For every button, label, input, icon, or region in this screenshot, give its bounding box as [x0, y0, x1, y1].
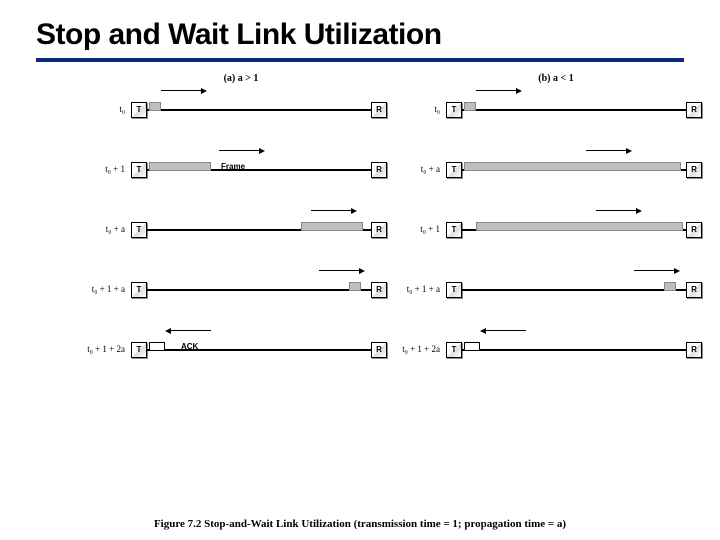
- frame-block: [149, 102, 161, 111]
- node-t: T: [446, 282, 462, 298]
- frame-block: [149, 162, 211, 171]
- arrow-left-icon: [171, 330, 211, 331]
- arrow-right-icon: [596, 210, 636, 211]
- time-label: t₀ + 1: [402, 224, 440, 234]
- node-r: R: [371, 342, 387, 358]
- arrow-right-icon: [161, 90, 201, 91]
- node-t: T: [131, 102, 147, 118]
- node-t: T: [131, 342, 147, 358]
- node-t: T: [131, 162, 147, 178]
- time-label: t₀ + 1 + 2a: [402, 344, 440, 354]
- time-label: t₀ + 1: [87, 164, 125, 174]
- timeline-row: t₀ + 1 + aTR: [91, 262, 391, 322]
- arrow-right-icon: [476, 90, 516, 91]
- frame-block: [464, 162, 681, 171]
- frame-label: ACK: [181, 342, 198, 351]
- timeline-row: t₀ + 1 + 2aTR: [406, 322, 706, 382]
- node-r: R: [686, 282, 702, 298]
- time-label: t₀ + 1 + a: [402, 284, 440, 294]
- timeline-row: t₀ + 1 + aTR: [406, 262, 706, 322]
- timeline-row: t₀TR: [406, 82, 706, 142]
- diagram-area: (a) a > 1 t₀TRt₀ + 1TRFramet₀ + aTRt₀ + …: [36, 82, 684, 502]
- link-line: [462, 349, 686, 351]
- timeline-row: t₀ + aTR: [406, 142, 706, 202]
- arrow-left-icon: [486, 330, 526, 331]
- node-t: T: [446, 162, 462, 178]
- time-label: t₀ + a: [402, 164, 440, 174]
- timeline-row: t₀ + 1TR: [406, 202, 706, 262]
- node-t: T: [446, 342, 462, 358]
- node-t: T: [446, 222, 462, 238]
- arrow-right-icon: [634, 270, 674, 271]
- frame-block: [301, 222, 363, 231]
- node-r: R: [686, 222, 702, 238]
- node-r: R: [371, 282, 387, 298]
- timeline-row: t₀TR: [91, 82, 391, 142]
- time-label: t₀: [87, 104, 125, 114]
- frame-block: [149, 342, 165, 351]
- node-t: T: [131, 282, 147, 298]
- time-label: t₀ + 1 + 2a: [87, 344, 125, 354]
- node-r: R: [371, 102, 387, 118]
- timeline-row: t₀ + aTR: [91, 202, 391, 262]
- link-line: [462, 289, 686, 291]
- frame-block: [664, 282, 676, 291]
- node-r: R: [686, 342, 702, 358]
- timeline-row: t₀ + 1TRFrame: [91, 142, 391, 202]
- figure-caption: Figure 7.2 Stop-and-Wait Link Utilizatio…: [0, 518, 720, 530]
- node-t: T: [446, 102, 462, 118]
- title-rule: [36, 58, 684, 62]
- node-r: R: [686, 162, 702, 178]
- frame-label: Frame: [221, 162, 245, 171]
- arrow-right-icon: [319, 270, 359, 271]
- frame-block: [464, 342, 480, 351]
- link-line: [147, 109, 371, 111]
- timeline-row: t₀ + 1 + 2aTRACK: [91, 322, 391, 382]
- time-label: t₀: [402, 104, 440, 114]
- arrow-right-icon: [311, 210, 351, 211]
- frame-block: [349, 282, 361, 291]
- link-line: [462, 109, 686, 111]
- node-r: R: [371, 162, 387, 178]
- frame-block: [476, 222, 683, 231]
- frame-block: [464, 102, 476, 111]
- node-t: T: [131, 222, 147, 238]
- time-label: t₀ + a: [87, 224, 125, 234]
- time-label: t₀ + 1 + a: [87, 284, 125, 294]
- arrow-right-icon: [586, 150, 626, 151]
- arrow-right-icon: [219, 150, 259, 151]
- link-line: [147, 289, 371, 291]
- node-r: R: [686, 102, 702, 118]
- node-r: R: [371, 222, 387, 238]
- page-title: Stop and Wait Link Utilization: [0, 0, 720, 58]
